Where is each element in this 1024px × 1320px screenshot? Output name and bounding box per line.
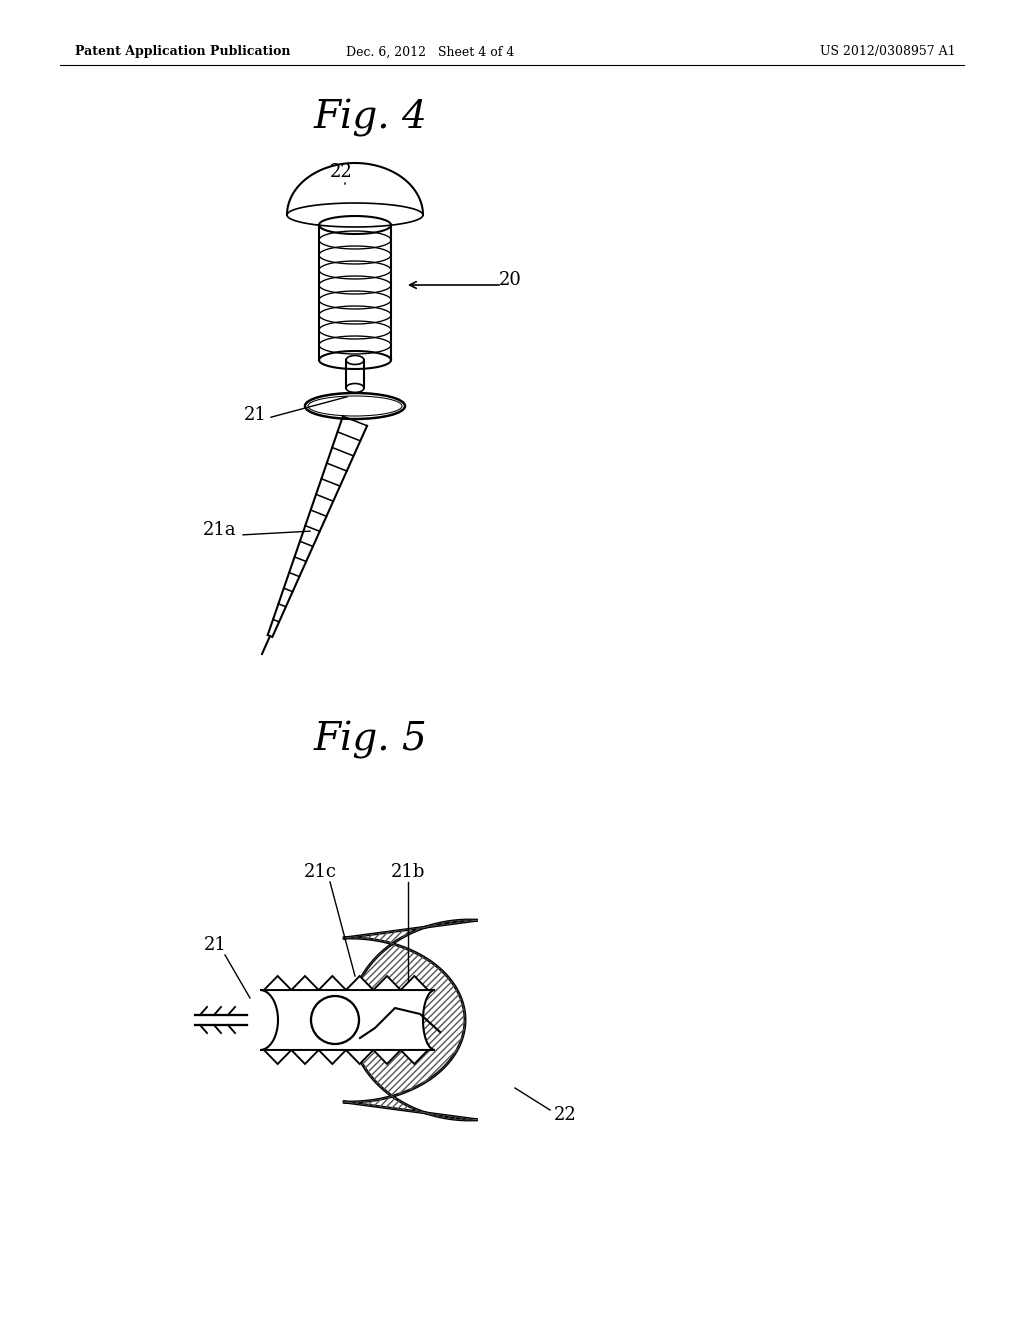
Polygon shape xyxy=(260,990,435,1049)
Polygon shape xyxy=(346,975,374,990)
Polygon shape xyxy=(292,1049,318,1064)
Polygon shape xyxy=(318,1049,346,1064)
Text: 20: 20 xyxy=(499,271,521,289)
Text: 22: 22 xyxy=(554,1106,577,1125)
Polygon shape xyxy=(343,920,477,1119)
Polygon shape xyxy=(400,975,428,990)
Ellipse shape xyxy=(305,393,406,418)
Text: Fig. 4: Fig. 4 xyxy=(313,99,427,137)
Text: 21a: 21a xyxy=(203,521,237,539)
Polygon shape xyxy=(374,975,400,990)
Polygon shape xyxy=(264,975,292,990)
Polygon shape xyxy=(318,975,346,990)
Polygon shape xyxy=(400,1049,428,1064)
Text: Fig. 5: Fig. 5 xyxy=(313,721,427,759)
Text: Dec. 6, 2012   Sheet 4 of 4: Dec. 6, 2012 Sheet 4 of 4 xyxy=(346,45,514,58)
Polygon shape xyxy=(264,1049,292,1064)
Polygon shape xyxy=(292,975,318,990)
Text: 21c: 21c xyxy=(303,863,337,880)
Circle shape xyxy=(311,997,359,1044)
Text: 21: 21 xyxy=(204,936,226,954)
Polygon shape xyxy=(346,1049,374,1064)
Text: US 2012/0308957 A1: US 2012/0308957 A1 xyxy=(820,45,955,58)
Text: 22: 22 xyxy=(330,162,352,181)
Text: 21: 21 xyxy=(244,407,266,424)
Polygon shape xyxy=(374,1049,400,1064)
Text: 21b: 21b xyxy=(391,863,425,880)
Text: Patent Application Publication: Patent Application Publication xyxy=(75,45,291,58)
